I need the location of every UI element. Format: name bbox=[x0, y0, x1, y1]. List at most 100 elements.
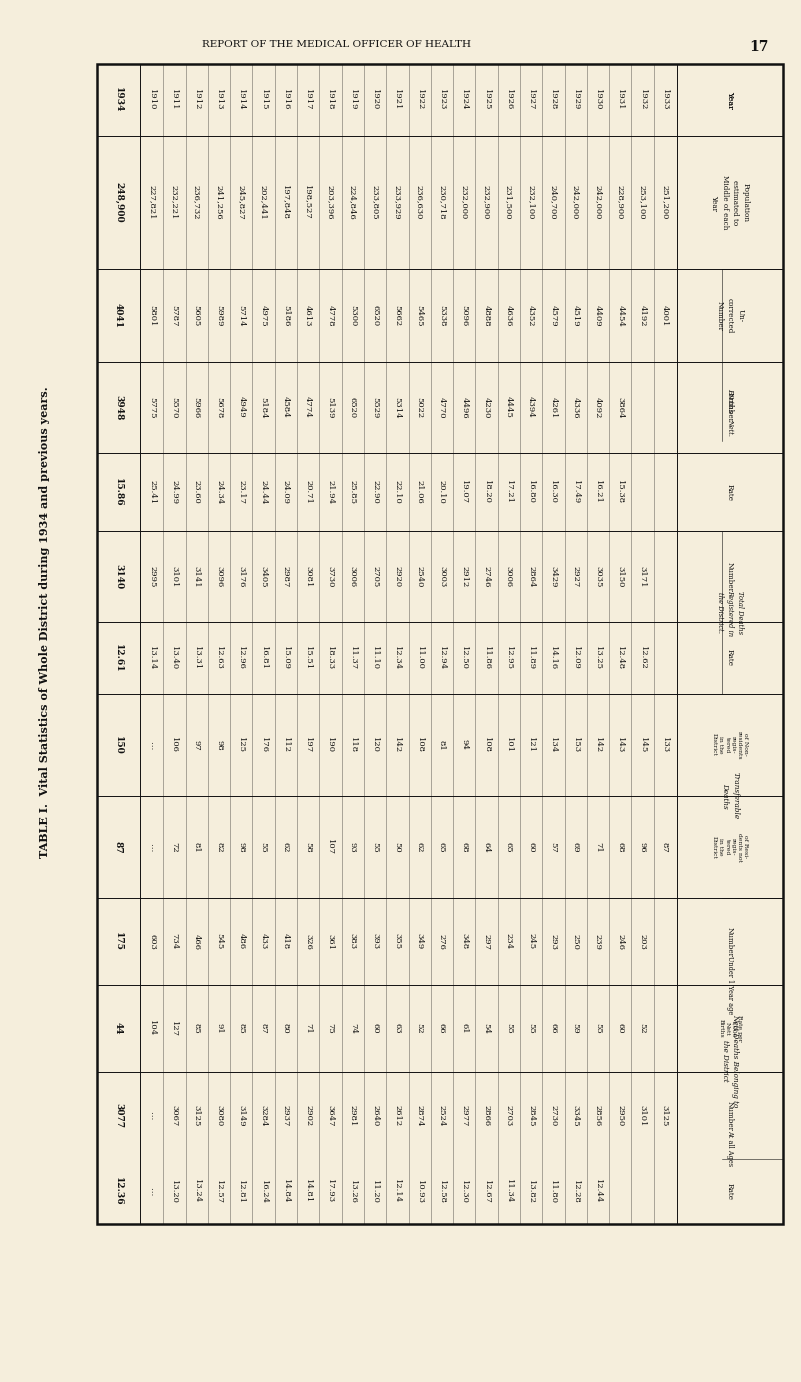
Text: 11.10: 11.10 bbox=[371, 645, 379, 670]
Text: 1911: 1911 bbox=[171, 90, 179, 111]
Text: 1914: 1914 bbox=[237, 90, 245, 111]
Text: Year: Year bbox=[726, 91, 734, 109]
Text: 6520: 6520 bbox=[348, 397, 356, 417]
Text: 232,221: 232,221 bbox=[171, 185, 179, 220]
Text: 68: 68 bbox=[461, 842, 469, 853]
Text: 253,100: 253,100 bbox=[638, 185, 646, 220]
Text: 4394: 4394 bbox=[527, 397, 535, 419]
Text: 1920: 1920 bbox=[371, 90, 379, 111]
Text: 2864: 2864 bbox=[527, 567, 535, 587]
Text: 361: 361 bbox=[327, 933, 335, 949]
Text: 228,900: 228,900 bbox=[616, 185, 624, 220]
Text: 12.30: 12.30 bbox=[461, 1180, 469, 1204]
Text: 3647: 3647 bbox=[327, 1104, 335, 1126]
Text: 5714: 5714 bbox=[237, 305, 245, 326]
Text: 3141: 3141 bbox=[193, 565, 201, 587]
Text: 3345: 3345 bbox=[572, 1104, 580, 1126]
Text: 1917: 1917 bbox=[304, 90, 312, 111]
Text: 12.36: 12.36 bbox=[114, 1177, 123, 1206]
Text: 142: 142 bbox=[594, 737, 602, 753]
Text: 20.10: 20.10 bbox=[438, 480, 446, 504]
Text: 20.71: 20.71 bbox=[304, 480, 312, 504]
Text: 1919: 1919 bbox=[348, 90, 356, 111]
Text: 2703: 2703 bbox=[505, 1106, 513, 1126]
Text: 13.14: 13.14 bbox=[148, 645, 156, 670]
Text: 4770: 4770 bbox=[438, 397, 446, 419]
Text: 11.37: 11.37 bbox=[348, 645, 356, 670]
Text: REPORT OF THE MEDICAL OFFICER OF HEALTH: REPORT OF THE MEDICAL OFFICER OF HEALTH bbox=[202, 40, 471, 50]
Text: …: … bbox=[148, 1187, 156, 1195]
Text: 1913: 1913 bbox=[215, 90, 223, 111]
Text: 1932: 1932 bbox=[638, 90, 646, 111]
Text: 120: 120 bbox=[371, 737, 379, 753]
Text: Under 1 Year age: Under 1 Year age bbox=[726, 956, 734, 1014]
Text: Total Deaths
Registered in
the District.: Total Deaths Registered in the District. bbox=[716, 590, 744, 636]
Text: 125: 125 bbox=[237, 737, 245, 753]
Text: 3006: 3006 bbox=[505, 567, 513, 587]
Text: 203: 203 bbox=[638, 934, 646, 949]
Text: 15.09: 15.09 bbox=[282, 645, 290, 670]
Text: 11.86: 11.86 bbox=[482, 645, 490, 670]
Text: 4092: 4092 bbox=[594, 397, 602, 417]
Text: 17.49: 17.49 bbox=[572, 480, 580, 504]
Text: 5300: 5300 bbox=[348, 305, 356, 326]
Text: 3003: 3003 bbox=[438, 567, 446, 587]
Text: 52: 52 bbox=[638, 1023, 646, 1034]
Text: 13.26: 13.26 bbox=[348, 1180, 356, 1204]
Text: 393: 393 bbox=[371, 933, 379, 949]
Text: 2540: 2540 bbox=[416, 567, 424, 587]
Text: 96: 96 bbox=[638, 842, 646, 853]
Text: 4001: 4001 bbox=[661, 305, 669, 326]
Text: 293: 293 bbox=[549, 933, 557, 949]
Text: 4352: 4352 bbox=[527, 305, 535, 326]
Text: 68: 68 bbox=[616, 842, 624, 853]
Text: 108: 108 bbox=[482, 737, 490, 753]
Text: 5022: 5022 bbox=[416, 397, 424, 417]
Text: 59: 59 bbox=[572, 1023, 580, 1034]
Text: 5662: 5662 bbox=[393, 305, 401, 326]
Text: 64: 64 bbox=[482, 842, 490, 853]
Text: 133: 133 bbox=[661, 737, 669, 753]
Text: 75: 75 bbox=[327, 1023, 335, 1034]
Text: 276: 276 bbox=[438, 934, 446, 949]
Text: 85: 85 bbox=[193, 1023, 201, 1034]
Text: 97: 97 bbox=[193, 739, 201, 750]
Text: 63: 63 bbox=[393, 1023, 401, 1034]
Text: 4336: 4336 bbox=[572, 397, 580, 419]
Text: 1926: 1926 bbox=[505, 90, 513, 111]
Text: 1915: 1915 bbox=[260, 90, 268, 111]
Text: 57: 57 bbox=[549, 842, 557, 853]
Text: 227,821: 227,821 bbox=[148, 185, 156, 220]
Text: 176: 176 bbox=[260, 737, 268, 753]
Text: 121: 121 bbox=[527, 737, 535, 753]
Text: 11.34: 11.34 bbox=[505, 1179, 513, 1204]
Text: 16.80: 16.80 bbox=[527, 480, 535, 504]
Text: 3284: 3284 bbox=[260, 1104, 268, 1126]
Text: 3125: 3125 bbox=[661, 1104, 669, 1126]
Text: 4636: 4636 bbox=[505, 305, 513, 326]
Text: 197,848: 197,848 bbox=[282, 185, 290, 220]
Text: 3096: 3096 bbox=[215, 567, 223, 587]
Text: 603: 603 bbox=[148, 934, 156, 949]
Text: Number: Number bbox=[726, 926, 734, 956]
Text: 1924: 1924 bbox=[461, 90, 469, 111]
Text: 4888: 4888 bbox=[482, 305, 490, 326]
Text: 13.24: 13.24 bbox=[193, 1179, 201, 1204]
Text: of Resi-
dents not
regis-
tered
in the
District: of Resi- dents not regis- tered in the D… bbox=[712, 832, 748, 861]
Text: 10.93: 10.93 bbox=[416, 1179, 424, 1204]
Text: 12.50: 12.50 bbox=[461, 645, 469, 670]
Text: 3067: 3067 bbox=[171, 1106, 179, 1126]
Text: 3730: 3730 bbox=[327, 567, 335, 587]
Text: 202,441: 202,441 bbox=[260, 185, 268, 220]
Text: 4192: 4192 bbox=[638, 305, 646, 326]
Text: 14.84: 14.84 bbox=[282, 1179, 290, 1204]
Text: 55: 55 bbox=[260, 842, 268, 853]
Text: 239: 239 bbox=[594, 933, 602, 949]
Text: 2995: 2995 bbox=[148, 567, 156, 587]
Text: 82: 82 bbox=[215, 842, 223, 853]
Text: 87: 87 bbox=[114, 840, 123, 853]
Text: 3125: 3125 bbox=[193, 1104, 201, 1126]
Text: 1912: 1912 bbox=[193, 90, 201, 111]
Text: 58: 58 bbox=[304, 842, 312, 853]
Text: 232,000: 232,000 bbox=[461, 185, 469, 220]
